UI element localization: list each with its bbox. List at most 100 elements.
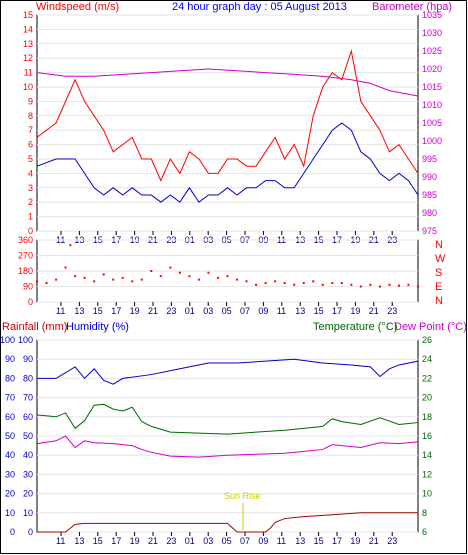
panel-1-series bbox=[36, 49, 419, 203]
direction-point bbox=[245, 280, 248, 283]
x-tick-label: 03 bbox=[203, 306, 213, 316]
y-tick-label: 1015 bbox=[422, 82, 442, 92]
y-tick-label: 8 bbox=[28, 111, 33, 121]
windspeed-label: Windspeed (m/s) bbox=[36, 1, 119, 13]
y-tick-label: 80 bbox=[5, 373, 15, 383]
x-tick-label: 05 bbox=[222, 306, 232, 316]
y-tick-label: 20 bbox=[23, 489, 33, 499]
direction-point bbox=[169, 266, 172, 269]
direction-point bbox=[331, 282, 334, 285]
y-tick-label: 10 bbox=[422, 489, 432, 499]
x-tick-label: 23 bbox=[166, 536, 176, 546]
y-tick-label: 180 bbox=[18, 266, 33, 276]
y-tick-label: 20 bbox=[5, 489, 15, 499]
y-tick-label: 1005 bbox=[422, 118, 442, 128]
panel-2-grid bbox=[37, 239, 418, 303]
direction-point bbox=[197, 278, 200, 281]
direction-point bbox=[264, 282, 267, 285]
y-tick-label: 14 bbox=[422, 450, 432, 460]
direction-point bbox=[131, 280, 134, 283]
panel-2-points bbox=[36, 244, 419, 288]
y-tick-label: 3 bbox=[28, 183, 33, 193]
y-tick-label: 90 bbox=[23, 354, 33, 364]
y-tick-label: 0 bbox=[28, 527, 33, 537]
y-tick-label: 975 bbox=[422, 226, 437, 236]
direction-point bbox=[321, 283, 324, 286]
panel-2-x-ticks: 11 13 15 17 19 21 23 01 03 05 07 09 11 13 15 17 19 21 23 bbox=[56, 302, 397, 316]
direction-point bbox=[36, 280, 38, 283]
barometer-line bbox=[36, 68, 419, 97]
x-tick-label: 11 bbox=[277, 306, 286, 316]
x-tick-label: 11 bbox=[277, 536, 286, 546]
direction-point bbox=[274, 280, 277, 283]
y-tick-label: 11 bbox=[24, 68, 33, 78]
chart-title: 24 hour graph day : 05 August 2013 bbox=[172, 1, 347, 13]
direction-point bbox=[226, 275, 229, 278]
sunrise-label: Sun Rise bbox=[224, 491, 261, 501]
rainfall-line bbox=[37, 512, 418, 533]
direction-point bbox=[55, 278, 58, 281]
direction-point bbox=[388, 283, 391, 286]
y-tick-label: 20 bbox=[422, 393, 432, 403]
x-tick-label: 07 bbox=[240, 536, 250, 546]
x-tick-label: 21 bbox=[369, 306, 379, 316]
direction-point bbox=[207, 271, 210, 274]
y-tick-label: 2 bbox=[28, 197, 33, 207]
y-tick-label: 6 bbox=[422, 527, 427, 537]
dewpoint-label: Dew Point (°C) bbox=[394, 321, 467, 333]
y-tick-label: 100 bbox=[18, 335, 33, 345]
temperature-line bbox=[36, 403, 419, 435]
y-tick-label: 40 bbox=[23, 450, 33, 460]
y-tick-label: 980 bbox=[422, 208, 437, 218]
y-tick-label: 90 bbox=[23, 282, 33, 292]
direction-point bbox=[83, 276, 86, 279]
x-tick-label: 23 bbox=[166, 306, 176, 316]
direction-point bbox=[69, 244, 72, 247]
direction-point bbox=[102, 273, 105, 276]
x-tick-label: 19 bbox=[130, 306, 140, 316]
direction-point bbox=[417, 285, 419, 288]
y-tick-label: 50 bbox=[5, 431, 15, 441]
compass-label: E bbox=[435, 281, 442, 293]
direction-point bbox=[293, 283, 296, 286]
direction-point bbox=[112, 278, 115, 281]
humidity-line bbox=[37, 358, 419, 385]
y-tick-label: 60 bbox=[5, 412, 15, 422]
x-tick-label: 15 bbox=[314, 306, 324, 316]
y-tick-label: 5 bbox=[28, 154, 33, 164]
y-tick-label: 1020 bbox=[422, 64, 442, 74]
y-tick-label: 70 bbox=[5, 393, 15, 403]
y-tick-label: 12 bbox=[23, 53, 33, 63]
x-tick-label: 17 bbox=[111, 536, 121, 546]
y-tick-label: 13 bbox=[23, 39, 33, 49]
panel-3-humidity-ticks: 0 10 20 30 40 50 60 70 80 90 100 bbox=[18, 335, 33, 537]
y-tick-label: 15 bbox=[23, 10, 33, 20]
y-tick-label: 70 bbox=[23, 393, 33, 403]
compass-label: W bbox=[435, 253, 446, 265]
y-tick-label: 1030 bbox=[422, 28, 442, 38]
direction-point bbox=[64, 266, 67, 269]
y-tick-label: 30 bbox=[5, 469, 15, 479]
y-tick-label: 10 bbox=[5, 508, 15, 518]
y-tick-label: 24 bbox=[422, 354, 432, 364]
direction-point bbox=[407, 283, 410, 286]
y-tick-label: 30 bbox=[23, 469, 33, 479]
x-tick-label: 07 bbox=[240, 306, 250, 316]
direction-point bbox=[302, 282, 305, 285]
direction-point bbox=[340, 282, 343, 285]
x-tick-label: 09 bbox=[258, 306, 268, 316]
barometer-label: Barometer (hpa) bbox=[372, 1, 452, 13]
panel-2-left-ticks: 0 90 180 270 360 bbox=[18, 235, 33, 307]
x-tick-label: 03 bbox=[203, 536, 213, 546]
x-tick-label: 15 bbox=[314, 536, 324, 546]
x-tick-label: 23 bbox=[387, 536, 397, 546]
x-tick-label: 19 bbox=[350, 536, 360, 546]
y-tick-label: 1010 bbox=[422, 100, 442, 110]
temperature-label: Temperature (°C) bbox=[313, 321, 397, 333]
x-tick-label: 17 bbox=[332, 536, 342, 546]
x-tick-label: 13 bbox=[74, 306, 84, 316]
y-tick-label: 0 bbox=[28, 297, 33, 307]
direction-point bbox=[93, 280, 96, 283]
y-tick-label: 22 bbox=[422, 373, 432, 383]
